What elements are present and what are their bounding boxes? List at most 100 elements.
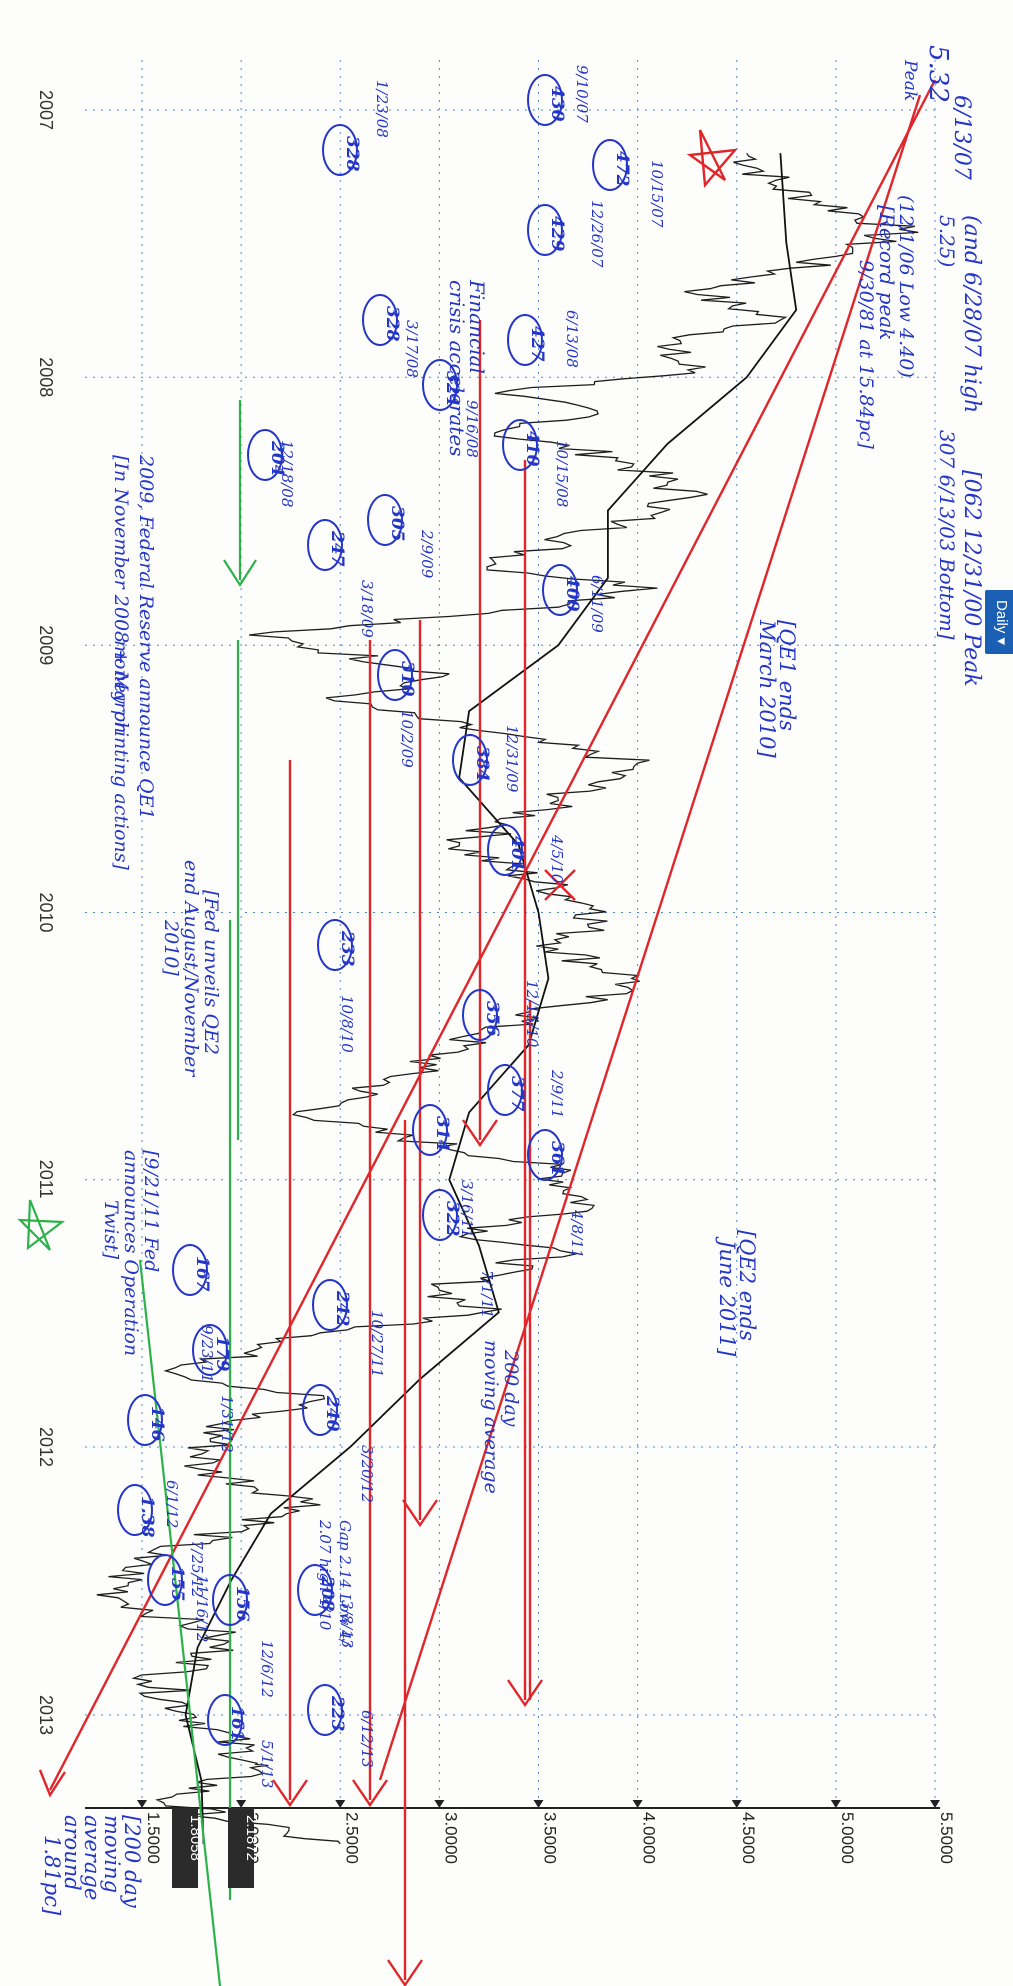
x-tick-label: 2007 [36, 90, 56, 130]
arrow-head-2 [352, 1779, 388, 1808]
point-value: 429 [547, 216, 567, 252]
price-series-line [96, 152, 919, 1845]
point-circle [527, 74, 563, 126]
point-value: 356 [482, 1001, 502, 1037]
point-circle [207, 1694, 243, 1746]
point-value: 233 [337, 930, 357, 967]
ma-right-5: 1.81pc] [40, 1835, 64, 1916]
trendline-upper [378, 94, 922, 1781]
note-record-peak: [Record peak [875, 205, 899, 340]
point-value: 208 [317, 1575, 337, 1612]
point-date: 2/9/11 [548, 1069, 566, 1118]
point-value: 430 [547, 86, 567, 122]
point-circle [502, 419, 538, 471]
x-tick-label: 2008 [36, 357, 56, 397]
point-value: 314 [432, 1116, 452, 1152]
x-tick-labels: 2007 2008 2009 2010 2011 2012 2013 [36, 90, 56, 1735]
y-tick-marker [632, 1800, 643, 1808]
point-circle [377, 649, 413, 701]
note-high-value: 5.25) [935, 215, 959, 267]
point-value: 400 [562, 576, 582, 612]
point-circle [302, 1384, 338, 1436]
badge-upper-bg [228, 1808, 254, 1888]
badge-upper: 2.1872 [243, 1815, 260, 1861]
point-circle [592, 139, 628, 191]
point-date: 10/15/07 [648, 160, 666, 228]
gap-note-1: Gap 2.14 Low 4/ [336, 1520, 354, 1647]
arrow-head-6 [387, 1959, 423, 1986]
note-qe1-end-date: March 2010] [755, 619, 779, 758]
point-circle [422, 1189, 458, 1241]
point-date: 11/16/12 [193, 1575, 211, 1642]
point-circle [487, 1064, 523, 1116]
x-tick-label: 2012 [36, 1427, 56, 1467]
point-circle [462, 989, 498, 1041]
note-qe1-announce-3: money printing actions] [110, 640, 132, 871]
ma-right-3: average [80, 1815, 104, 1900]
point-value: 328 [382, 306, 402, 342]
point-circle [147, 1554, 183, 1606]
x-tick-label: 2009 [36, 625, 56, 665]
series-layer [96, 152, 919, 1845]
point-date: 4/8/11 [568, 1209, 586, 1258]
ma-right-1: [200 day [120, 1815, 144, 1909]
moving-average-line [184, 153, 798, 1844]
point-value: 377 [507, 1076, 527, 1112]
point-date: 10/15/08 [553, 440, 571, 507]
y-tick-marker [533, 1800, 544, 1808]
y-tick-label: 1.5000 [144, 1812, 163, 1864]
note-record-peak-date: 9/30/81 at 15.84pc] [855, 260, 877, 449]
point-circle [507, 314, 543, 366]
x-tick-label: 2013 [36, 1695, 56, 1735]
y-tick-marker [830, 1800, 841, 1808]
point-value: 240 [322, 1395, 342, 1432]
point-date: 7/25/12 [188, 1540, 206, 1598]
point-date: 1/31/12 [218, 1395, 236, 1453]
badge-lower-bg [172, 1808, 198, 1888]
y-tick-label: 5.5000 [937, 1812, 956, 1864]
ma-label-1: 200 day [500, 1349, 522, 1427]
note-2003-bottom: 307 6/13/03 Bottom] [935, 430, 959, 640]
point-date: 4/5/10 [548, 834, 566, 884]
daily-timeframe-tab[interactable]: Daily ▾ [985, 590, 1013, 654]
point-circle [527, 204, 563, 256]
note-qe1-announce-1: [In November 2008 + March [110, 455, 132, 734]
point-value: 328 [342, 136, 362, 172]
point-value: 156 [232, 1586, 252, 1622]
point-value: 161 [227, 1706, 247, 1742]
green-lines [17, 400, 257, 1986]
ma-label-2: moving average [480, 1340, 502, 1494]
point-date: 3/8/13 [338, 1600, 356, 1648]
point-date: 5/1/13 [258, 1740, 276, 1788]
ma-right-2: moving [100, 1815, 124, 1893]
point-date: 3/20/12 [358, 1445, 376, 1503]
point-date: 12/6/12 [258, 1640, 276, 1698]
point-circle [117, 1484, 153, 1536]
y-tick-label: 5.0000 [838, 1812, 857, 1864]
arrow-head-4 [462, 1119, 498, 1148]
green-star [17, 1199, 66, 1251]
note-twist-1: [9/21/11 Fed [140, 1150, 162, 1272]
note-qe2-end-date: June 2011] [715, 1236, 739, 1357]
note-qe1-announce-2: 2009, Federal Reserve announce QE1 [135, 454, 157, 820]
point-date: 12/26/07 [588, 200, 606, 268]
point-value: 410 [522, 431, 542, 467]
point-circle [412, 1104, 448, 1156]
point-circle [317, 919, 353, 971]
note-twist-3: Twist] [100, 1200, 122, 1260]
point-date: 12/15/10 [523, 980, 541, 1048]
point-value: 401 [507, 836, 527, 872]
cross-mark [544, 869, 576, 901]
point-date: 3/18/09 [358, 580, 376, 638]
note-twist-2: announces Operation [120, 1150, 142, 1356]
point-value: 361 [547, 1141, 567, 1177]
point-value: 155 [167, 1566, 187, 1602]
point-circle [367, 494, 403, 546]
note-qe2-end: [QE2 ends [735, 1230, 759, 1341]
note-2000-peak: [062 12/31/00 Peak [959, 470, 984, 687]
point-value: 384 [472, 746, 492, 782]
note-qe2-unveil-2: end August/November [180, 860, 202, 1078]
point-value: 324 [442, 371, 462, 407]
point-circle [172, 1244, 208, 1296]
